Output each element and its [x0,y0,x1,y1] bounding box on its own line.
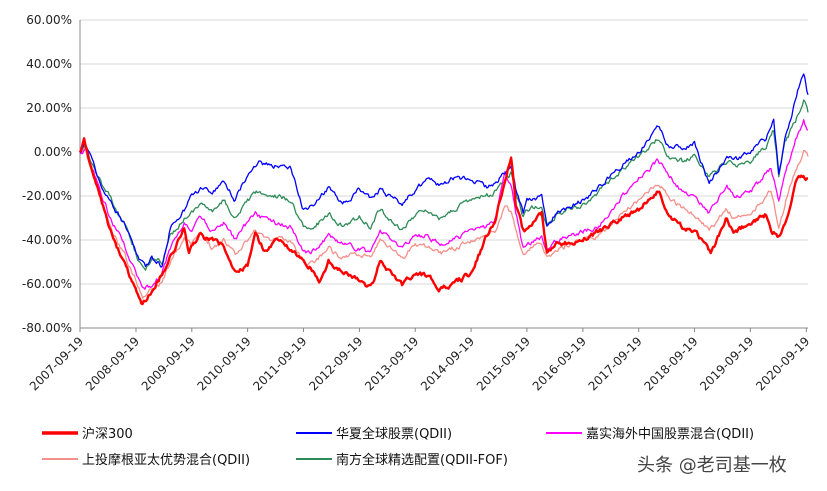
y-tick-label: 60.00% [26,13,72,27]
series-line [79,73,809,268]
series-lines [78,73,809,306]
legend-label: 南方全球精选配置(QDII-FOF) [336,452,508,468]
series-line [79,119,809,290]
legend: 沪深300 华夏全球股票(QDII) 嘉实海外中国股票混合(QDII) 上投摩根亚太优… [42,426,754,468]
y-tick-label: -40.00% [22,233,72,247]
y-tick-label: 40.00% [26,57,72,71]
y-tick-labels: 60.00% 40.00% 20.00% 0.00% -20.00% -40.00% -60… [22,13,72,335]
legend-label: 华夏全球股票(QDII) [336,426,452,442]
watermark: 头条 @老司基一枚 [637,455,787,476]
legend-label: 沪深300 [82,426,133,442]
y-tick-label: 20.00% [26,101,72,115]
legend-label: 嘉实海外中国股票混合(QDII) [586,427,754,442]
y-tick-label: 0.00% [34,145,72,159]
series-line [79,99,809,271]
y-tick-label: -60.00% [22,277,72,291]
y-tick-label: -20.00% [22,189,72,203]
series-line [78,137,809,306]
legend-label: 上投摩根亚太优势混合(QDII) [82,452,250,468]
axes [79,20,808,332]
y-tick-label: -80.00% [22,321,72,335]
